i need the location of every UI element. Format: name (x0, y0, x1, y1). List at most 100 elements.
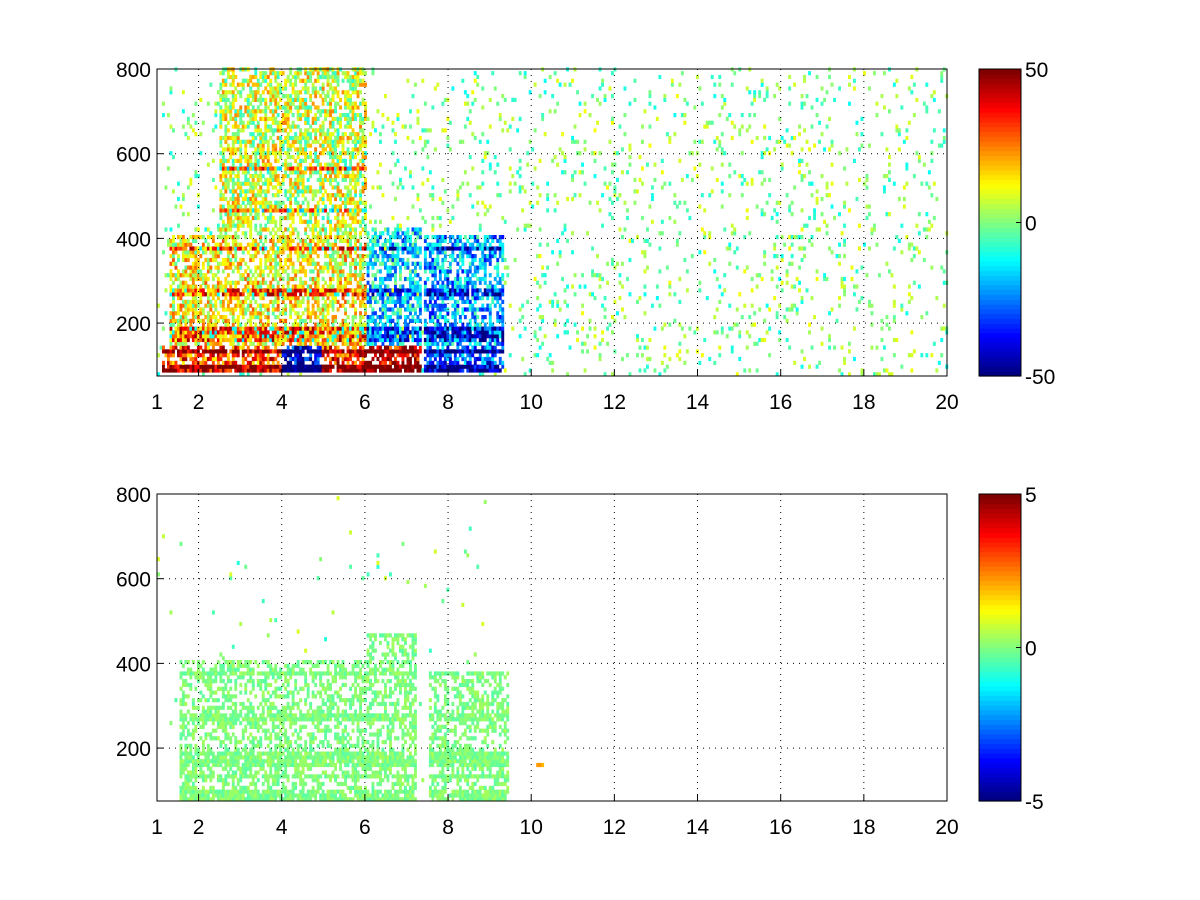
heatmap-top-cell (291, 284, 295, 289)
heatmap-top-cell (241, 200, 245, 205)
heatmap-top-cell (209, 246, 213, 251)
heatmap-top-cell (261, 330, 265, 335)
heatmap-top-cell (236, 315, 240, 320)
heatmap-top-cell (251, 105, 255, 110)
heatmap-top-cell (281, 292, 285, 297)
heatmap-top-cell (209, 349, 213, 354)
heatmap-top-cell (251, 189, 255, 194)
heatmap-top-cell (291, 143, 295, 148)
heatmap-top-cell (279, 341, 283, 346)
heatmap-top-cell (226, 105, 230, 110)
heatmap-top-cell (341, 78, 345, 83)
heatmap-top-cell (321, 307, 325, 312)
heatmap-top-cell (266, 265, 270, 270)
heatmap-top-cell (189, 353, 193, 358)
heatmap-top-cell (436, 246, 440, 251)
heatmap-top-cell (274, 78, 278, 83)
heatmap-top-cell (329, 261, 332, 266)
heatmap-top-cell (274, 155, 278, 160)
heatmap-top-cell (446, 288, 450, 293)
heatmap-top-cell (409, 349, 412, 354)
heatmap-top-cell (406, 368, 410, 373)
heatmap-top-cell (229, 174, 233, 179)
heatmap-top-cell (204, 250, 208, 255)
heatmap-top-cell (281, 307, 285, 312)
heatmap-top-cell (396, 360, 400, 365)
heatmap-top-cell (443, 250, 447, 255)
heatmap-top-cell (294, 318, 298, 323)
heatmap-top-cell (264, 101, 268, 106)
heatmap-top-cell (286, 97, 290, 102)
heatmap-top-cell (261, 97, 265, 102)
heatmap-top-cell (291, 334, 295, 339)
heatmap-top-cell (256, 360, 260, 365)
heatmap-top-cell (321, 185, 325, 190)
heatmap-top-cell (401, 284, 405, 289)
heatmap-top-cell (249, 78, 253, 83)
heatmap-top-cell (329, 360, 332, 365)
heatmap-top-cell (416, 296, 420, 301)
heatmap-top-cell (259, 143, 263, 148)
heatmap-top-cell (266, 307, 270, 312)
heatmap-top-cell (189, 330, 193, 335)
heatmap-top-cell (214, 292, 218, 297)
heatmap-top-cell (453, 368, 457, 373)
heatmap-top-cell (334, 257, 337, 263)
heatmap-top-cell (321, 208, 325, 213)
heatmap-top-cell (169, 261, 173, 266)
heatmap-top-cell (316, 158, 320, 163)
heatmap-top-cell (316, 177, 320, 182)
heatmap-top-cell (394, 254, 397, 259)
heatmap-top-cell (349, 254, 352, 259)
heatmap-top-cell (251, 90, 255, 95)
heatmap-top-cell (224, 113, 228, 118)
heatmap-top-cell (436, 303, 440, 308)
heatmap-top-cell (254, 356, 258, 362)
heatmap-top-cell (244, 105, 248, 110)
heatmap-top-cell (234, 235, 238, 240)
heatmap-top-cell (329, 364, 332, 369)
heatmap-top-cell (394, 330, 397, 335)
heatmap-top-cell (169, 90, 173, 95)
heatmap-top-cell (306, 90, 310, 95)
heatmap-top-cell (279, 219, 283, 224)
heatmap-top-cell (379, 219, 382, 224)
heatmap-top-cell (231, 94, 235, 99)
heatmap-top-cell (339, 334, 342, 339)
heatmap-top-cell (311, 189, 315, 194)
heatmap-top-cell (269, 109, 273, 114)
heatmap-top-cell (219, 334, 223, 339)
heatmap-top-cell (276, 74, 280, 80)
heatmap-top-cell (234, 120, 238, 125)
heatmap-top-cell (349, 181, 352, 186)
heatmap-top-cell (211, 257, 215, 263)
heatmap-top-cell (184, 356, 188, 362)
heatmap-top-cell (448, 326, 452, 331)
heatmap-top-cell (321, 139, 325, 144)
heatmap-top-cell (453, 284, 457, 289)
heatmap-top-cell (279, 334, 283, 339)
heatmap-top-cell (386, 299, 390, 304)
heatmap-top-cell (319, 132, 323, 137)
heatmap-top-cell (399, 177, 402, 182)
heatmap-top-cell (351, 86, 355, 91)
heatmap-top-cell (251, 177, 255, 182)
heatmap-top-cell (229, 349, 233, 354)
heatmap-top-cell (446, 311, 450, 316)
heatmap-top-cell (169, 254, 173, 259)
heatmap-top-cell (466, 116, 470, 121)
heatmap-top-cell (264, 204, 268, 209)
heatmap-top-cell (231, 78, 235, 83)
heatmap-top-cell (346, 78, 350, 83)
heatmap-top-cell (356, 280, 360, 285)
heatmap-top-cell (438, 238, 442, 243)
heatmap-top-cell (418, 227, 422, 232)
heatmap-top-cell (174, 330, 178, 335)
heatmap-top-cell (463, 242, 467, 247)
heatmap-top-cell (336, 349, 340, 354)
heatmap-top-cell (359, 269, 362, 274)
heatmap-top-cell (416, 288, 420, 293)
heatmap-top-cell (219, 341, 223, 346)
heatmap-top-cell (334, 330, 337, 335)
heatmap-top-cell (301, 284, 305, 289)
